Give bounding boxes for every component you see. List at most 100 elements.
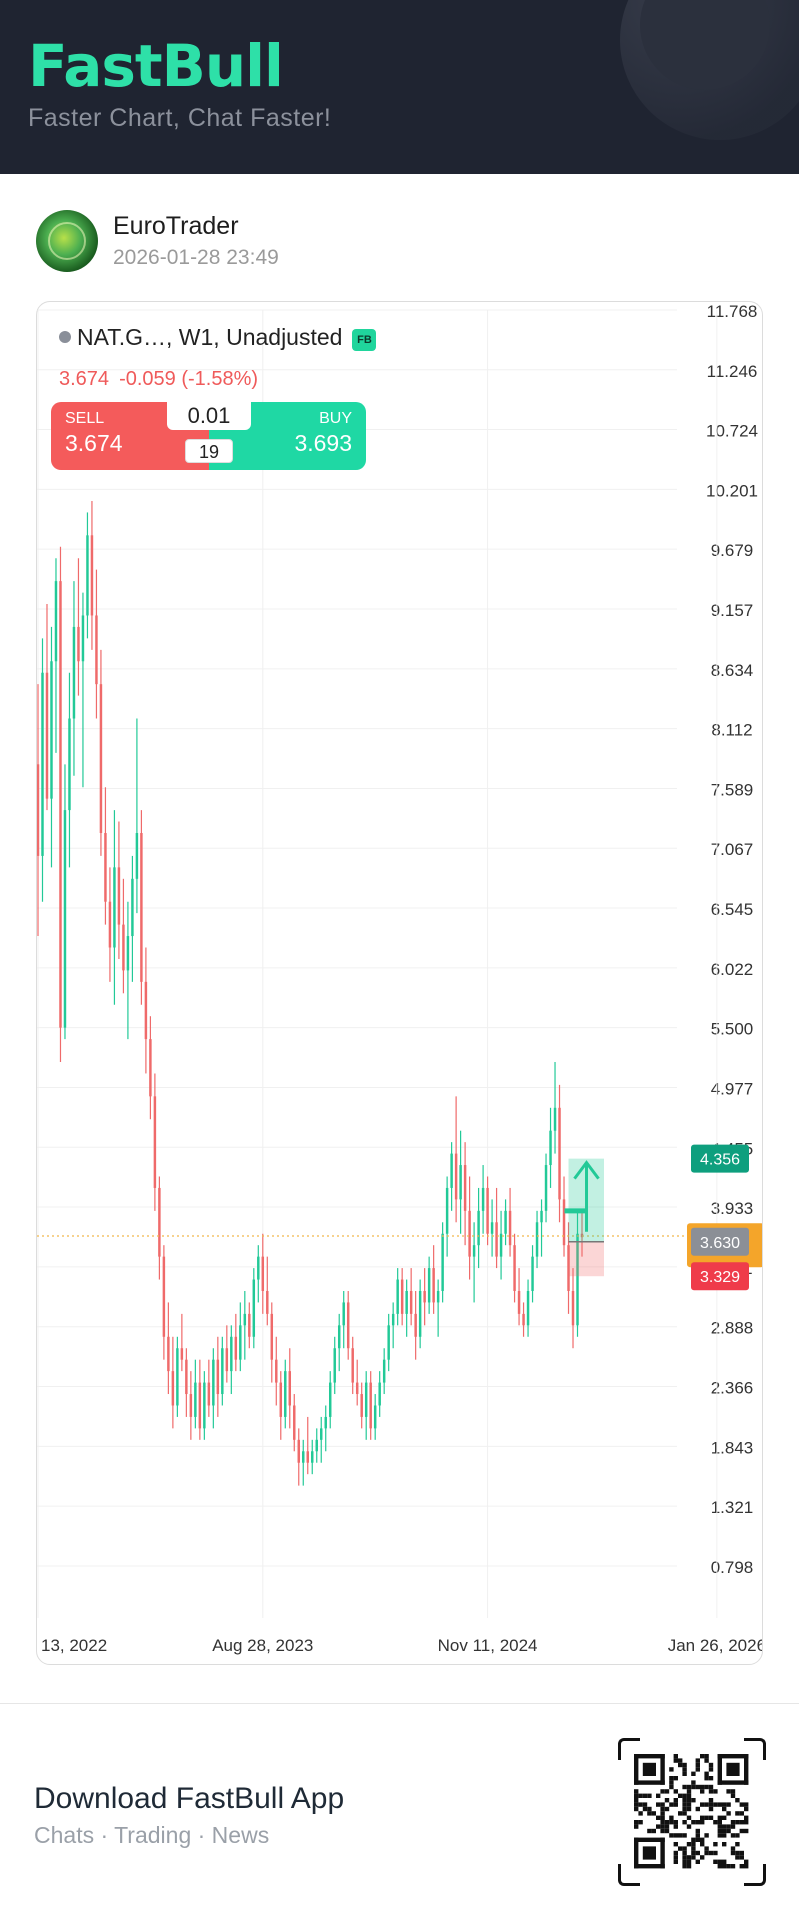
y-tick-label: 0.798 — [711, 1558, 754, 1577]
candle-body — [212, 1359, 215, 1406]
qr-module — [682, 1798, 687, 1803]
qr-module — [664, 1798, 670, 1803]
qr-module — [660, 1824, 665, 1829]
qr-module — [704, 1758, 709, 1763]
qr-module — [695, 1828, 700, 1834]
qr-module — [713, 1859, 718, 1864]
qr-code[interactable] — [618, 1738, 766, 1886]
candle-body — [284, 1371, 287, 1417]
candle-body — [567, 1245, 570, 1291]
qr-module — [695, 1859, 700, 1864]
candle-body — [203, 1382, 206, 1429]
candle-body — [540, 1210, 543, 1223]
y-tick-label: 11.768 — [707, 302, 758, 321]
qr-module — [678, 1793, 683, 1798]
qr-module — [669, 1815, 674, 1820]
qr-module — [695, 1820, 700, 1825]
qr-module — [695, 1833, 700, 1838]
qr-module — [726, 1864, 731, 1869]
candle-body — [328, 1382, 332, 1417]
qr-module — [722, 1828, 727, 1834]
candle-body — [216, 1359, 220, 1395]
candle-body — [167, 1336, 170, 1372]
qr-module — [717, 1815, 722, 1820]
candle-body — [122, 924, 125, 971]
qr-module — [686, 1824, 692, 1829]
candle-body — [409, 1290, 413, 1314]
qr-module — [691, 1784, 696, 1790]
symbol-name[interactable]: NAT.G… — [77, 324, 167, 350]
candle-body — [355, 1382, 359, 1395]
candle-body — [553, 1107, 557, 1131]
y-tick-label: 1.843 — [711, 1438, 754, 1457]
qr-module — [642, 1793, 648, 1798]
candle-body — [171, 1371, 175, 1406]
qr-module — [656, 1802, 661, 1807]
candle-body — [544, 1165, 548, 1211]
qr-module — [691, 1855, 696, 1860]
price-tag-label: 3.630 — [700, 1235, 740, 1252]
candle-body — [477, 1210, 480, 1246]
qr-module — [713, 1850, 718, 1856]
qr-module — [642, 1846, 656, 1860]
lot-size-input[interactable]: 0.01 — [167, 402, 251, 430]
qr-module — [651, 1811, 656, 1816]
candle-body — [270, 1313, 274, 1360]
qr-module — [682, 1859, 687, 1864]
candle-body — [387, 1325, 390, 1360]
qr-module — [678, 1811, 683, 1816]
quote-row: 3.674 -0.059 (-1.58%) — [59, 368, 268, 391]
candle-body — [104, 833, 107, 902]
candle-body — [95, 615, 98, 685]
author-name[interactable]: EuroTrader — [113, 212, 239, 240]
candle-body — [230, 1336, 233, 1372]
qr-module — [739, 1855, 744, 1860]
qr-module — [686, 1859, 692, 1864]
avatar-globe-icon — [48, 222, 86, 260]
last-price: 3.674 — [59, 368, 110, 390]
qr-module — [673, 1859, 678, 1864]
qr-module — [634, 1780, 665, 1785]
qr-module — [691, 1798, 696, 1803]
qr-module — [686, 1789, 692, 1794]
sell-button[interactable]: SELL 3.674 — [51, 402, 209, 470]
qr-module — [682, 1846, 687, 1851]
candlestick-chart[interactable]: 11.768 11.246 10.724 10.201 9.679 9.157 8.634 8… — [37, 302, 763, 1665]
qr-module — [744, 1864, 749, 1869]
app-header: FastBull Faster Chart, Chat Faster! — [0, 0, 799, 174]
candle-body — [405, 1290, 408, 1314]
candle-body — [248, 1313, 251, 1337]
download-title[interactable]: Download FastBull App — [34, 1782, 345, 1815]
qr-module — [739, 1828, 744, 1834]
qr-module — [704, 1784, 709, 1790]
qr-module — [656, 1815, 661, 1820]
qr-corner — [618, 1738, 640, 1760]
qr-module — [664, 1820, 670, 1825]
candle-body — [468, 1210, 471, 1257]
candle-body — [234, 1336, 238, 1360]
qr-module — [735, 1850, 740, 1856]
qr-module — [660, 1837, 665, 1869]
candle-body — [221, 1348, 224, 1395]
qr-module — [678, 1758, 683, 1763]
qr-module — [682, 1833, 687, 1838]
footer-divider — [0, 1703, 799, 1704]
qr-module — [664, 1828, 670, 1834]
y-tick-label: 5.500 — [711, 1020, 754, 1039]
candle-body — [427, 1268, 431, 1303]
candle-body — [279, 1382, 283, 1417]
qr-module — [713, 1820, 718, 1825]
qr-module — [673, 1802, 678, 1807]
qr-module — [673, 1833, 678, 1838]
avatar[interactable] — [36, 210, 98, 272]
qr-module — [678, 1762, 683, 1768]
qr-module — [695, 1767, 700, 1772]
post-author[interactable]: EuroTrader 2026-01-28 23:49 — [36, 210, 736, 274]
qr-module — [717, 1780, 749, 1785]
qr-module — [735, 1811, 740, 1816]
qr-module — [739, 1864, 744, 1869]
qr-module — [669, 1767, 674, 1772]
qr-module — [708, 1806, 714, 1812]
chart-card[interactable]: 11.768 11.246 10.724 10.201 9.679 9.157 8.634 8… — [36, 301, 763, 1665]
candle-body — [364, 1382, 368, 1417]
